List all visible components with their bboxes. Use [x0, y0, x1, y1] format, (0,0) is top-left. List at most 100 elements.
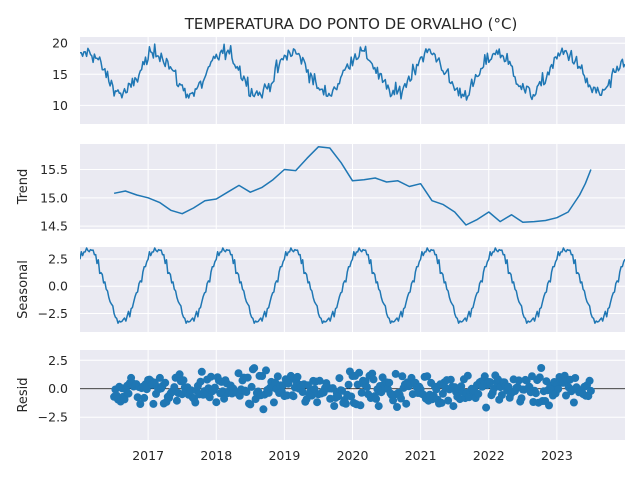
resid-point: [124, 389, 133, 398]
y-tick-label: 20: [52, 36, 68, 51]
resid-point: [140, 393, 149, 402]
x-tick-label: 2020: [337, 448, 369, 463]
resid-point: [393, 403, 401, 411]
resid-point: [313, 398, 322, 407]
resid-point: [385, 378, 394, 387]
resid-point: [569, 398, 578, 407]
resid-point: [463, 371, 472, 380]
x-tick-label: 2019: [268, 448, 300, 463]
resid-point: [298, 388, 307, 396]
resid-point: [335, 374, 344, 383]
resid-point: [517, 394, 526, 403]
resid-point: [391, 369, 400, 378]
x-tick-label: 2022: [473, 448, 505, 463]
resid-point: [246, 400, 255, 409]
y-tick-label: 14.5: [40, 219, 68, 234]
resid-point: [330, 402, 339, 410]
panel-observed: 10 15 20: [52, 36, 625, 124]
resid-point: [289, 392, 298, 401]
resid-point: [286, 371, 295, 380]
resid-point: [344, 380, 353, 389]
y-axis-label: Seasonal: [16, 260, 31, 319]
panels: 10 15 20 14.5 15.0 15.5 Trend 2.5 0.0 −2.5 Seasona…: [16, 36, 625, 463]
x-tick-label: 2018: [200, 448, 232, 463]
resid-point: [234, 369, 243, 378]
resid-point: [334, 392, 343, 401]
resid-point: [571, 374, 580, 382]
y-tick-label: 15: [52, 67, 68, 82]
panel-trend: 14.5 15.0 15.5 Trend: [16, 144, 625, 234]
resid-point: [537, 364, 546, 372]
y-axis-label: Resid: [16, 377, 31, 412]
resid-point: [486, 378, 495, 387]
resid-point: [307, 391, 316, 400]
series-observed: [80, 43, 625, 101]
resid-point: [273, 372, 282, 381]
resid-point: [474, 389, 483, 398]
y-tick-label: −2.5: [38, 306, 68, 321]
resid-point: [197, 367, 206, 376]
resid-point: [212, 398, 221, 407]
series-trend: [113, 146, 592, 226]
chart-title: TEMPERATURA DO PONTO DE ORVALHO (°C): [184, 15, 518, 33]
y-tick-label: 10: [52, 98, 68, 113]
resid-point: [423, 372, 432, 381]
resid-point: [531, 389, 540, 398]
resid-point: [220, 394, 229, 403]
resid-point: [191, 398, 200, 407]
y-axis-label: Trend: [16, 169, 31, 206]
x-tick-label: 2021: [405, 448, 437, 463]
resid-point: [362, 383, 371, 391]
resid-point: [210, 383, 219, 392]
x-tick-label: 2023: [541, 448, 573, 463]
resid-point: [136, 400, 145, 408]
resid-point: [449, 402, 458, 411]
observed-line: [80, 43, 625, 101]
resid-point: [205, 393, 214, 402]
resid-point: [369, 375, 378, 384]
y-tick-label: 15.0: [40, 190, 68, 205]
resid-point: [402, 399, 411, 408]
resid-point: [196, 377, 205, 386]
seasonal-line: [80, 247, 625, 324]
resid-point: [243, 373, 252, 382]
resid-point: [207, 372, 215, 381]
resid-point: [437, 398, 446, 407]
y-tick-label: 15.5: [40, 162, 68, 177]
resid-point: [269, 398, 278, 407]
resid-point: [242, 388, 251, 396]
resid-point: [259, 405, 268, 414]
resid-point: [293, 372, 302, 381]
y-tick-label: 0.0: [48, 381, 68, 396]
y-tick-label: 0.0: [48, 279, 68, 294]
resid-point: [374, 402, 383, 411]
resid-point: [585, 376, 594, 385]
resid-point: [372, 394, 381, 403]
resid-point: [357, 388, 366, 397]
resid-point: [170, 383, 179, 392]
panel-resid: 2017 2018 2019 2020 2021 2022 2023 2.5 0.0 −2.5 Re…: [16, 350, 625, 463]
resid-point: [545, 401, 553, 410]
resid-point: [235, 391, 244, 400]
resid-point: [172, 396, 181, 405]
resid-point: [398, 372, 407, 381]
resid-point: [490, 384, 498, 393]
resid-point: [341, 399, 350, 408]
resid-point: [522, 376, 531, 385]
resid-point: [444, 396, 453, 405]
resid-point: [247, 382, 256, 391]
resid-point: [397, 394, 405, 403]
resid-point: [258, 372, 267, 380]
resid-point: [586, 386, 595, 395]
resid-point: [355, 368, 364, 377]
x-tick-label: 2017: [132, 448, 164, 463]
resid-point: [120, 395, 129, 404]
resid-point: [149, 399, 158, 408]
resid-point: [155, 373, 164, 382]
resid-point: [446, 375, 455, 384]
resid-point: [142, 385, 151, 394]
resid-point: [514, 376, 523, 385]
resid-point: [347, 392, 356, 401]
resid-point: [497, 391, 506, 399]
